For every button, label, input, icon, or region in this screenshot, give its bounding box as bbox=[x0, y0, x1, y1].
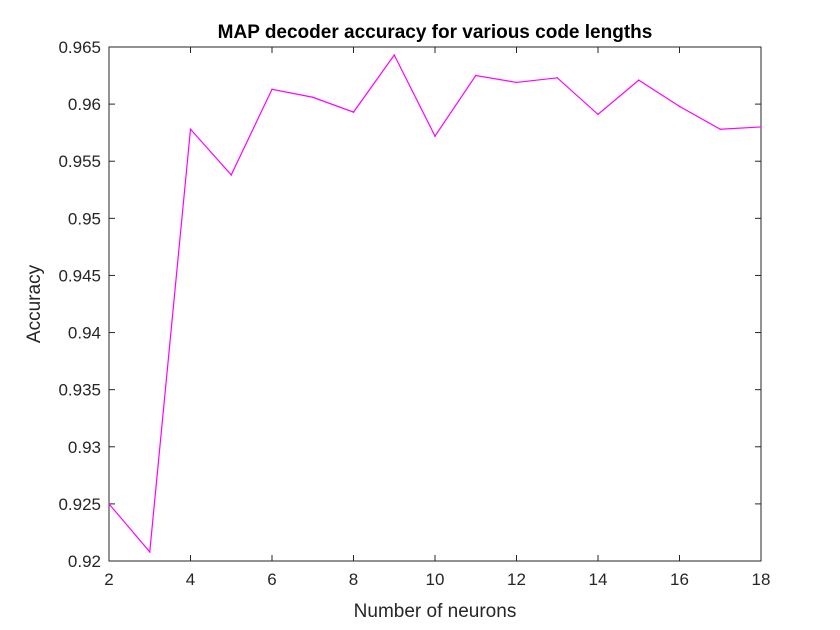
x-tick-label: 2 bbox=[104, 570, 113, 589]
data-point bbox=[352, 111, 355, 113]
y-tick-label: 0.92 bbox=[68, 552, 101, 571]
data-point bbox=[189, 128, 192, 131]
data-point bbox=[637, 79, 640, 81]
axes-box bbox=[108, 46, 762, 562]
y-tick-label: 0.95 bbox=[68, 209, 101, 228]
x-tick-label: 8 bbox=[349, 570, 358, 589]
data-point bbox=[678, 105, 681, 108]
x-axis-label: Number of neurons bbox=[354, 601, 517, 622]
y-tick-label: 0.94 bbox=[68, 324, 101, 343]
x-tick-label: 16 bbox=[670, 570, 689, 589]
x-tick-label: 14 bbox=[589, 570, 608, 589]
x-tick-label: 18 bbox=[752, 570, 771, 589]
x-tick-label: 12 bbox=[507, 570, 526, 589]
data-point bbox=[148, 551, 151, 553]
y-tick-label: 0.955 bbox=[58, 152, 101, 171]
x-tick-label: 10 bbox=[426, 570, 445, 589]
data-point bbox=[556, 77, 559, 79]
x-tick-label: 6 bbox=[267, 570, 276, 589]
y-tick-label: 0.96 bbox=[68, 95, 101, 114]
plot-area: 2 4 6 8 10 12 14 16 18 0.92 0.925 0.93 0.935 0.94 0.94… bbox=[58, 38, 770, 589]
data-point bbox=[719, 128, 722, 131]
y-tick-label: 0.945 bbox=[58, 266, 101, 285]
chart-title: MAP decoder accuracy for various code le… bbox=[218, 22, 653, 43]
y-tick-label: 0.925 bbox=[58, 495, 101, 514]
data-point bbox=[597, 113, 599, 116]
data-point bbox=[271, 88, 273, 91]
data-point bbox=[230, 174, 233, 176]
data-point bbox=[311, 96, 314, 99]
data-point bbox=[474, 74, 477, 77]
data-point bbox=[434, 135, 436, 137]
data-point bbox=[393, 54, 396, 56]
y-tick-label: 0.93 bbox=[68, 438, 101, 457]
y-tick-label: 0.935 bbox=[58, 381, 101, 400]
x-tick-label: 4 bbox=[186, 570, 195, 589]
y-axis-label: Accuracy bbox=[24, 264, 45, 343]
data-point bbox=[108, 503, 110, 505]
data-point bbox=[515, 81, 518, 84]
data-point bbox=[760, 126, 762, 128]
y-tick-label: 0.965 bbox=[58, 38, 101, 57]
